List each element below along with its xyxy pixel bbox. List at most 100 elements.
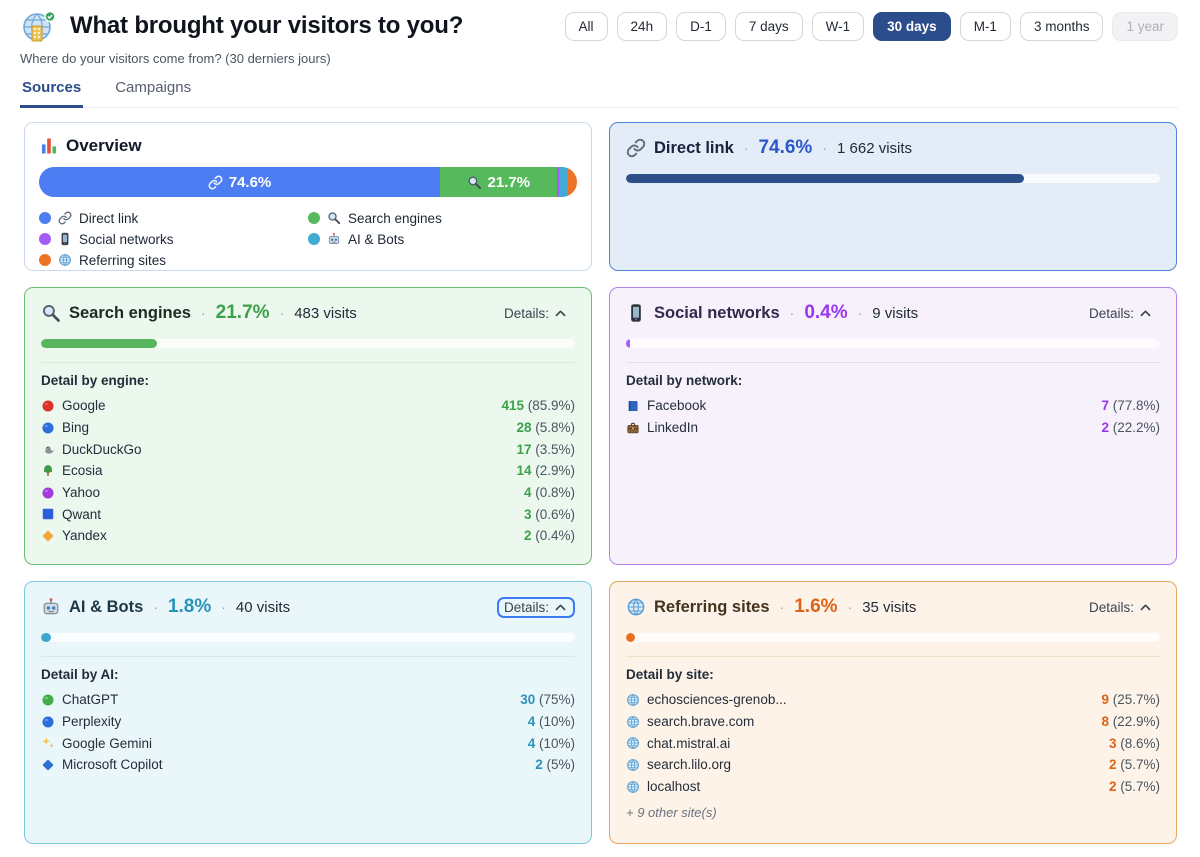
range-button-all[interactable]: All (565, 12, 608, 41)
progress-fill (626, 339, 630, 348)
row-share: (75%) (535, 692, 575, 707)
overview-segment-referring-sites (568, 167, 577, 197)
chevron-up-icon (553, 600, 568, 615)
details-label: Details: (1089, 306, 1134, 321)
card-search-engines: Search engines·21.7%·483 visitsDetails:D… (24, 287, 592, 565)
details-toggle-button[interactable]: Details: (497, 303, 575, 324)
other-sites-footnote: + 9 other site(s) (626, 805, 1160, 820)
row-value: 14 (2.9%) (516, 463, 575, 478)
range-button-m-1[interactable]: M-1 (960, 12, 1011, 41)
detail-rows: ChatGPT30 (75%)Perplexity4 (10%)Google G… (41, 689, 575, 776)
card-percent: 0.4% (804, 302, 847, 324)
row-count: 14 (516, 463, 531, 478)
legend-dot (308, 212, 320, 224)
row-share: (2.9%) (531, 463, 575, 478)
row-label: Facebook (647, 398, 706, 413)
legend-label: Direct link (79, 211, 138, 226)
detail-row-linkedin: LinkedIn2 (22.2%) (626, 417, 1160, 439)
row-share: (5.7%) (1116, 757, 1160, 772)
globe-icon (626, 693, 640, 707)
detail-row-chat-mistral-ai: chat.mistral.ai3 (8.6%) (626, 732, 1160, 754)
card-percent: 21.7% (216, 302, 270, 324)
legend-item-direct-link: Direct link (39, 208, 308, 228)
detail-row-google-gemini: Google Gemini4 (10%) (41, 732, 575, 754)
row-label: echosciences-grenob... (647, 692, 787, 707)
row-value: 4 (10%) (528, 714, 575, 729)
details-toggle-button[interactable]: Details: (497, 597, 575, 618)
bar-chart-icon (39, 136, 59, 156)
progress-fill (41, 339, 157, 348)
time-range-selector: All24hD-17 daysW-130 daysM-13 months1 ye… (565, 12, 1178, 41)
overview-segment-search-engines: 21.7% (440, 167, 557, 197)
row-count: 28 (516, 420, 531, 435)
tab-sources[interactable]: Sources (20, 79, 83, 108)
range-button-7-days[interactable]: 7 days (735, 12, 803, 41)
card-title: Search engines (69, 304, 191, 323)
detail-rows: echosciences-grenob...9 (25.7%)search.br… (626, 689, 1160, 797)
separator-dot: · (788, 305, 797, 321)
card-ai-bots: AI & Bots·1.8%·40 visitsDetails:Detail b… (24, 581, 592, 844)
search-icon (467, 175, 482, 190)
legend-label: Referring sites (79, 253, 166, 268)
separator-dot: · (820, 140, 829, 156)
row-value: 28 (5.8%) (516, 420, 575, 435)
separator-dot: · (151, 599, 160, 615)
blue-square (41, 507, 55, 521)
segment-percent-label: 74.6% (229, 174, 272, 191)
row-label: search.brave.com (647, 714, 754, 729)
row-count: 2 (535, 757, 543, 772)
legend-label: AI & Bots (348, 232, 404, 247)
row-share: (22.9%) (1109, 714, 1160, 729)
green-circle (41, 693, 55, 707)
details-toggle-button[interactable]: Details: (1082, 303, 1160, 324)
detail-section-title: Detail by site: (626, 667, 1160, 682)
chevron-up-icon (1138, 306, 1153, 321)
range-button-30-days[interactable]: 30 days (873, 12, 951, 41)
detail-row-bing: Bing 28 (5.8%) (41, 417, 575, 439)
separator-dot: · (856, 305, 865, 321)
mobile-phone-icon (626, 303, 646, 323)
card-title: Referring sites (654, 598, 770, 617)
orange-diamond (41, 529, 55, 543)
progress-track (41, 633, 575, 642)
details-toggle-button[interactable]: Details: (1082, 597, 1160, 618)
globe-icon (58, 253, 72, 267)
row-value: 4 (10%) (528, 736, 575, 751)
row-count: 30 (520, 692, 535, 707)
row-count: 17 (516, 442, 531, 457)
range-button-w-1[interactable]: W-1 (812, 12, 865, 41)
detail-row-search-brave-com: search.brave.com8 (22.9%) (626, 711, 1160, 733)
row-label: Ecosia (62, 463, 103, 478)
range-button-3-months[interactable]: 3 months (1020, 12, 1104, 41)
row-value: 2 (5.7%) (1109, 779, 1160, 794)
overview-legend: Direct link Search engines Social networks… (39, 208, 577, 270)
sparkles-icon (41, 736, 55, 750)
detail-row-localhost: localhost2 (5.7%) (626, 776, 1160, 798)
detail-row-duckduckgo: DuckDuckGo17 (3.5%) (41, 438, 575, 460)
row-label: Qwant (62, 507, 101, 522)
range-button-24h[interactable]: 24h (617, 12, 668, 41)
search-icon (41, 303, 61, 323)
overview-segment-direct-link: 74.6% (39, 167, 440, 197)
globe-icon (626, 736, 640, 750)
detail-rows: Google415 (85.9%)Bing28 (5.8%)DuckDuckGo… (41, 395, 575, 547)
row-label: DuckDuckGo (62, 442, 142, 457)
row-label: Bing (62, 420, 89, 435)
card-percent: 74.6% (758, 137, 812, 159)
tab-campaigns[interactable]: Campaigns (113, 79, 193, 107)
row-value: 2 (0.4%) (524, 528, 575, 543)
detail-row-chatgpt: ChatGPT30 (75%) (41, 689, 575, 711)
overview-stacked-bar: 74.6% 21.7% (39, 167, 577, 197)
card-title: AI & Bots (69, 598, 143, 617)
legend-label: Search engines (348, 211, 442, 226)
divider (626, 362, 1160, 363)
range-button-d-1[interactable]: D-1 (676, 12, 726, 41)
separator-dot: · (778, 599, 787, 615)
row-value: 2 (5%) (535, 757, 575, 772)
detail-row-microsoft-copilot: Microsoft Copilot2 (5%) (41, 754, 575, 776)
link-icon-white (208, 175, 223, 190)
row-value: 415 (85.9%) (501, 398, 575, 413)
legend-label: Social networks (79, 232, 174, 247)
divider (626, 656, 1160, 657)
row-value: 7 (77.8%) (1101, 398, 1160, 413)
